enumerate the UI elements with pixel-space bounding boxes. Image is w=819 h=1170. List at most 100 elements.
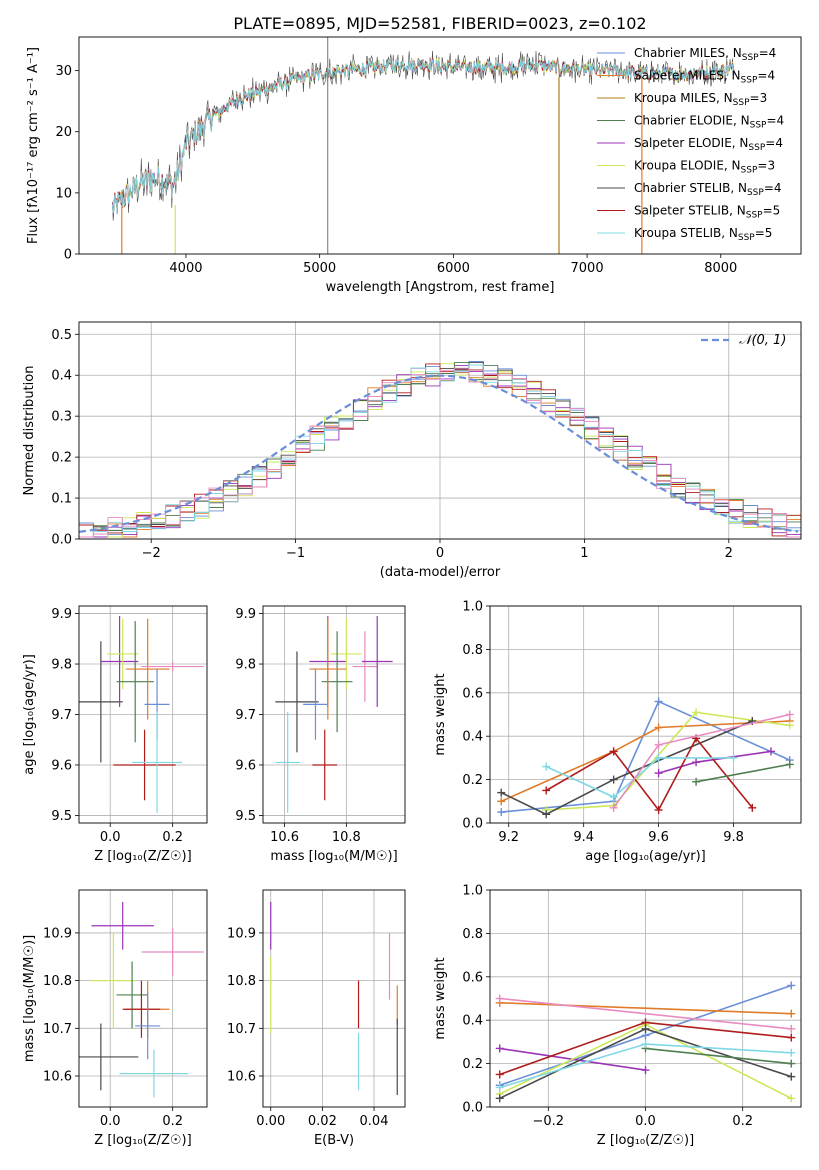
y-tick-label: 0.2 <box>51 451 72 466</box>
legend-entry: Kroupa MILES, NSSP=3 <box>634 91 767 108</box>
x-tick-label: 9.4 <box>573 830 594 845</box>
axes-frame <box>78 605 208 824</box>
x-tick-label: 0.2 <box>162 830 183 845</box>
panel-weight-vs-Z: −0.2 0.0 0.2 0.0 0.2 0.4 0.6 0.8 1.0 Z [log₁₀(Z/Z… <box>433 884 802 1148</box>
legend-entry: 𝒩(0, 1) <box>739 333 786 348</box>
y-axis-label: mass weight <box>433 673 448 755</box>
x-tick-label: 0 <box>436 546 444 561</box>
gaussian-curve <box>79 374 799 533</box>
figure-title: PLATE=0895, MJD=52581, FIBERID=0023, z=0… <box>233 14 646 33</box>
plot-area <box>79 901 204 1098</box>
x-tick-label: −1 <box>286 546 305 561</box>
x-tick-label: 9.8 <box>723 830 744 845</box>
y-tick-label: 9.5 <box>51 809 72 824</box>
y-tick-label: 10.6 <box>227 1070 256 1085</box>
x-tick-label: −0.2 <box>533 1114 565 1129</box>
y-tick-label: 9.7 <box>51 708 72 723</box>
y-axis-label: mass [log₁₀(M/M☉)] <box>22 935 37 1062</box>
y-tick-label: 0.4 <box>462 1014 483 1029</box>
y-axis-label: mass weight <box>433 957 448 1039</box>
spectrum-line <box>112 58 735 214</box>
y-tick-label: 0.0 <box>51 533 72 548</box>
x-tick-label: 0.00 <box>256 1114 285 1129</box>
legend-entry: Salpeter ELODIE, NSSP=4 <box>634 136 783 153</box>
legend-entry: Salpeter MILES, NSSP=4 <box>634 69 775 86</box>
y-tick-label: 0.0 <box>462 1101 483 1116</box>
x-tick-label: 8000 <box>704 261 737 276</box>
x-tick-label: 10.6 <box>270 830 299 845</box>
panel-age-vs-mass: 10.6 10.8 9.5 9.6 9.7 9.8 9.9 mass [log₁₀(M/M☉)… <box>235 605 406 864</box>
y-tick-label: 10.9 <box>43 926 72 941</box>
x-tick-label: 0.2 <box>162 1114 183 1129</box>
y-axis-label: Normed distribution <box>22 366 37 496</box>
y-tick-label: 0.2 <box>462 1057 483 1072</box>
axes-frame <box>78 889 208 1108</box>
y-tick-label: 0.4 <box>51 369 72 384</box>
y-tick-label: 10.8 <box>227 974 256 989</box>
y-tick-label: 10.6 <box>43 1070 72 1085</box>
x-axis-label: Z [log₁₀(Z/Z☉)] <box>597 1133 694 1148</box>
y-axis-label: Flux [fλ10⁻¹⁷ erg cm⁻² s⁻¹ A⁻¹] <box>26 47 41 244</box>
y-tick-label: 30 <box>55 64 72 79</box>
y-tick-label: 0.3 <box>51 410 72 425</box>
y-tick-label: 10.7 <box>227 1022 256 1037</box>
x-tick-label: 10.8 <box>332 830 361 845</box>
panel-residuals: −2 −1 0 1 2 0.0 0.1 0.2 0.3 0.4 0.5 (data-model)/er… <box>22 321 802 580</box>
y-tick-label: 10.9 <box>227 926 256 941</box>
series-line <box>499 997 792 1030</box>
y-tick-label: 0 <box>64 248 72 263</box>
x-tick-label: 0.0 <box>100 1114 121 1129</box>
x-axis-label: mass [log₁₀(M/M☉)] <box>270 849 397 864</box>
x-tick-label: 7000 <box>571 261 604 276</box>
x-axis-label: Z [log₁₀(Z/Z☉)] <box>94 849 191 864</box>
y-axis-label: age [log₁₀(age/yr)] <box>22 654 37 775</box>
series-line <box>695 763 790 783</box>
series-line <box>545 757 734 798</box>
y-tick-label: 0.0 <box>462 817 483 832</box>
legend-entry: Chabrier MILES, NSSP=4 <box>634 46 776 63</box>
plot-area <box>495 981 796 1103</box>
series-line <box>499 1002 792 1015</box>
y-tick-label: 9.7 <box>235 708 256 723</box>
y-tick-label: 20 <box>55 125 72 140</box>
x-tick-label: 6000 <box>437 261 470 276</box>
panel-spectrum: 4000 5000 6000 7000 8000 0 10 20 30 wavelength [A… <box>26 36 802 295</box>
x-tick-label: 0.02 <box>308 1114 337 1129</box>
axes-frame <box>78 321 802 540</box>
axes-frame <box>262 889 406 1108</box>
plot-area <box>112 37 735 254</box>
series-line <box>500 720 790 803</box>
y-tick-label: 9.6 <box>51 758 72 773</box>
legend-entry: Kroupa ELODIE, NSSP=3 <box>634 159 775 176</box>
y-tick-label: 9.8 <box>235 658 256 673</box>
plot-area <box>79 361 801 538</box>
x-tick-label: 0.2 <box>732 1114 753 1129</box>
series-line <box>645 1047 792 1065</box>
panel-mass-vs-Z: 0.0 0.2 10.6 10.7 10.8 10.9 Z [log₁₀(Z/Z☉)] mas… <box>22 889 208 1148</box>
legend-entry: Kroupa STELIB, NSSP=5 <box>634 226 772 243</box>
y-tick-label: 10 <box>55 186 72 201</box>
x-tick-label: 1 <box>580 546 588 561</box>
y-tick-label: 0.8 <box>462 927 483 942</box>
x-tick-label: 2 <box>725 546 733 561</box>
y-tick-label: 1.0 <box>462 600 483 615</box>
x-axis-label: (data-model)/error <box>380 565 501 580</box>
panel-age-vs-Z: 0.0 0.2 9.5 9.6 9.7 9.8 9.9 Z [log₁₀(Z/Z☉)] age … <box>22 605 208 864</box>
axes-frame <box>489 605 802 824</box>
plot-area <box>270 901 398 1096</box>
x-tick-label: 0.04 <box>360 1114 389 1129</box>
axes-frame <box>489 889 802 1108</box>
y-tick-label: 0.1 <box>51 492 72 507</box>
x-axis-label: age [log₁₀(age/yr)] <box>585 849 706 864</box>
legend-entry: Chabrier STELIB, NSSP=4 <box>634 181 782 198</box>
x-axis-label: wavelength [Angstrom, rest frame] <box>326 280 555 295</box>
series-line <box>501 700 791 813</box>
panel-mass-vs-ebv: 0.00 0.02 0.04 10.6 10.7 10.8 10.9 E(B-V) <box>227 889 406 1148</box>
legend-entry: Chabrier ELODIE, NSSP=4 <box>634 114 784 131</box>
y-tick-label: 9.8 <box>51 658 72 673</box>
y-tick-label: 0.6 <box>462 686 483 701</box>
y-tick-label: 0.2 <box>462 773 483 788</box>
y-tick-label: 9.5 <box>235 809 256 824</box>
plot-area <box>79 616 204 813</box>
